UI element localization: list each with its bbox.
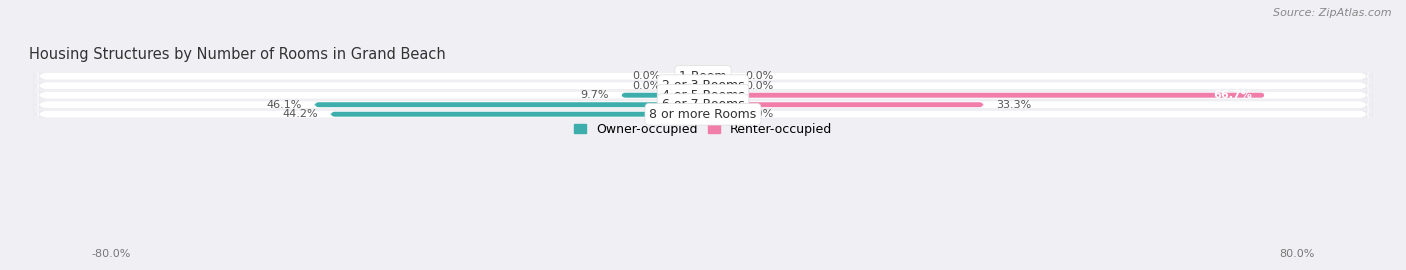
FancyBboxPatch shape — [621, 93, 703, 98]
Text: Housing Structures by Number of Rooms in Grand Beach: Housing Structures by Number of Rooms in… — [30, 48, 446, 62]
FancyBboxPatch shape — [330, 112, 703, 117]
FancyBboxPatch shape — [38, 107, 1368, 121]
FancyBboxPatch shape — [38, 88, 1368, 102]
FancyBboxPatch shape — [38, 69, 1368, 83]
Legend: Owner-occupied, Renter-occupied: Owner-occupied, Renter-occupied — [568, 118, 838, 141]
Text: 4 or 5 Rooms: 4 or 5 Rooms — [662, 89, 744, 102]
Text: 6 or 7 Rooms: 6 or 7 Rooms — [662, 98, 744, 111]
FancyBboxPatch shape — [703, 83, 733, 88]
Text: 46.1%: 46.1% — [267, 100, 302, 110]
Text: 2 or 3 Rooms: 2 or 3 Rooms — [662, 79, 744, 92]
Text: 1 Room: 1 Room — [679, 70, 727, 83]
FancyBboxPatch shape — [703, 93, 1265, 98]
FancyBboxPatch shape — [38, 79, 1368, 93]
FancyBboxPatch shape — [315, 102, 703, 107]
Text: 0.0%: 0.0% — [633, 81, 661, 91]
Text: 80.0%: 80.0% — [1279, 249, 1315, 259]
Text: Source: ZipAtlas.com: Source: ZipAtlas.com — [1274, 8, 1392, 18]
FancyBboxPatch shape — [34, 107, 1372, 122]
Text: 8 or more Rooms: 8 or more Rooms — [650, 108, 756, 121]
FancyBboxPatch shape — [34, 69, 1372, 84]
Text: 0.0%: 0.0% — [633, 71, 661, 81]
FancyBboxPatch shape — [34, 97, 1372, 112]
Text: 9.7%: 9.7% — [581, 90, 609, 100]
Text: -80.0%: -80.0% — [91, 249, 131, 259]
Text: 0.0%: 0.0% — [745, 81, 773, 91]
FancyBboxPatch shape — [34, 78, 1372, 93]
FancyBboxPatch shape — [673, 74, 703, 79]
Text: 44.2%: 44.2% — [283, 109, 318, 119]
Text: 33.3%: 33.3% — [997, 100, 1032, 110]
FancyBboxPatch shape — [673, 83, 703, 88]
Text: 0.0%: 0.0% — [745, 71, 773, 81]
Text: 66.7%: 66.7% — [1213, 90, 1253, 100]
Text: 0.0%: 0.0% — [745, 109, 773, 119]
FancyBboxPatch shape — [703, 102, 984, 107]
FancyBboxPatch shape — [34, 87, 1372, 103]
FancyBboxPatch shape — [703, 112, 733, 117]
FancyBboxPatch shape — [703, 74, 733, 79]
FancyBboxPatch shape — [38, 98, 1368, 112]
